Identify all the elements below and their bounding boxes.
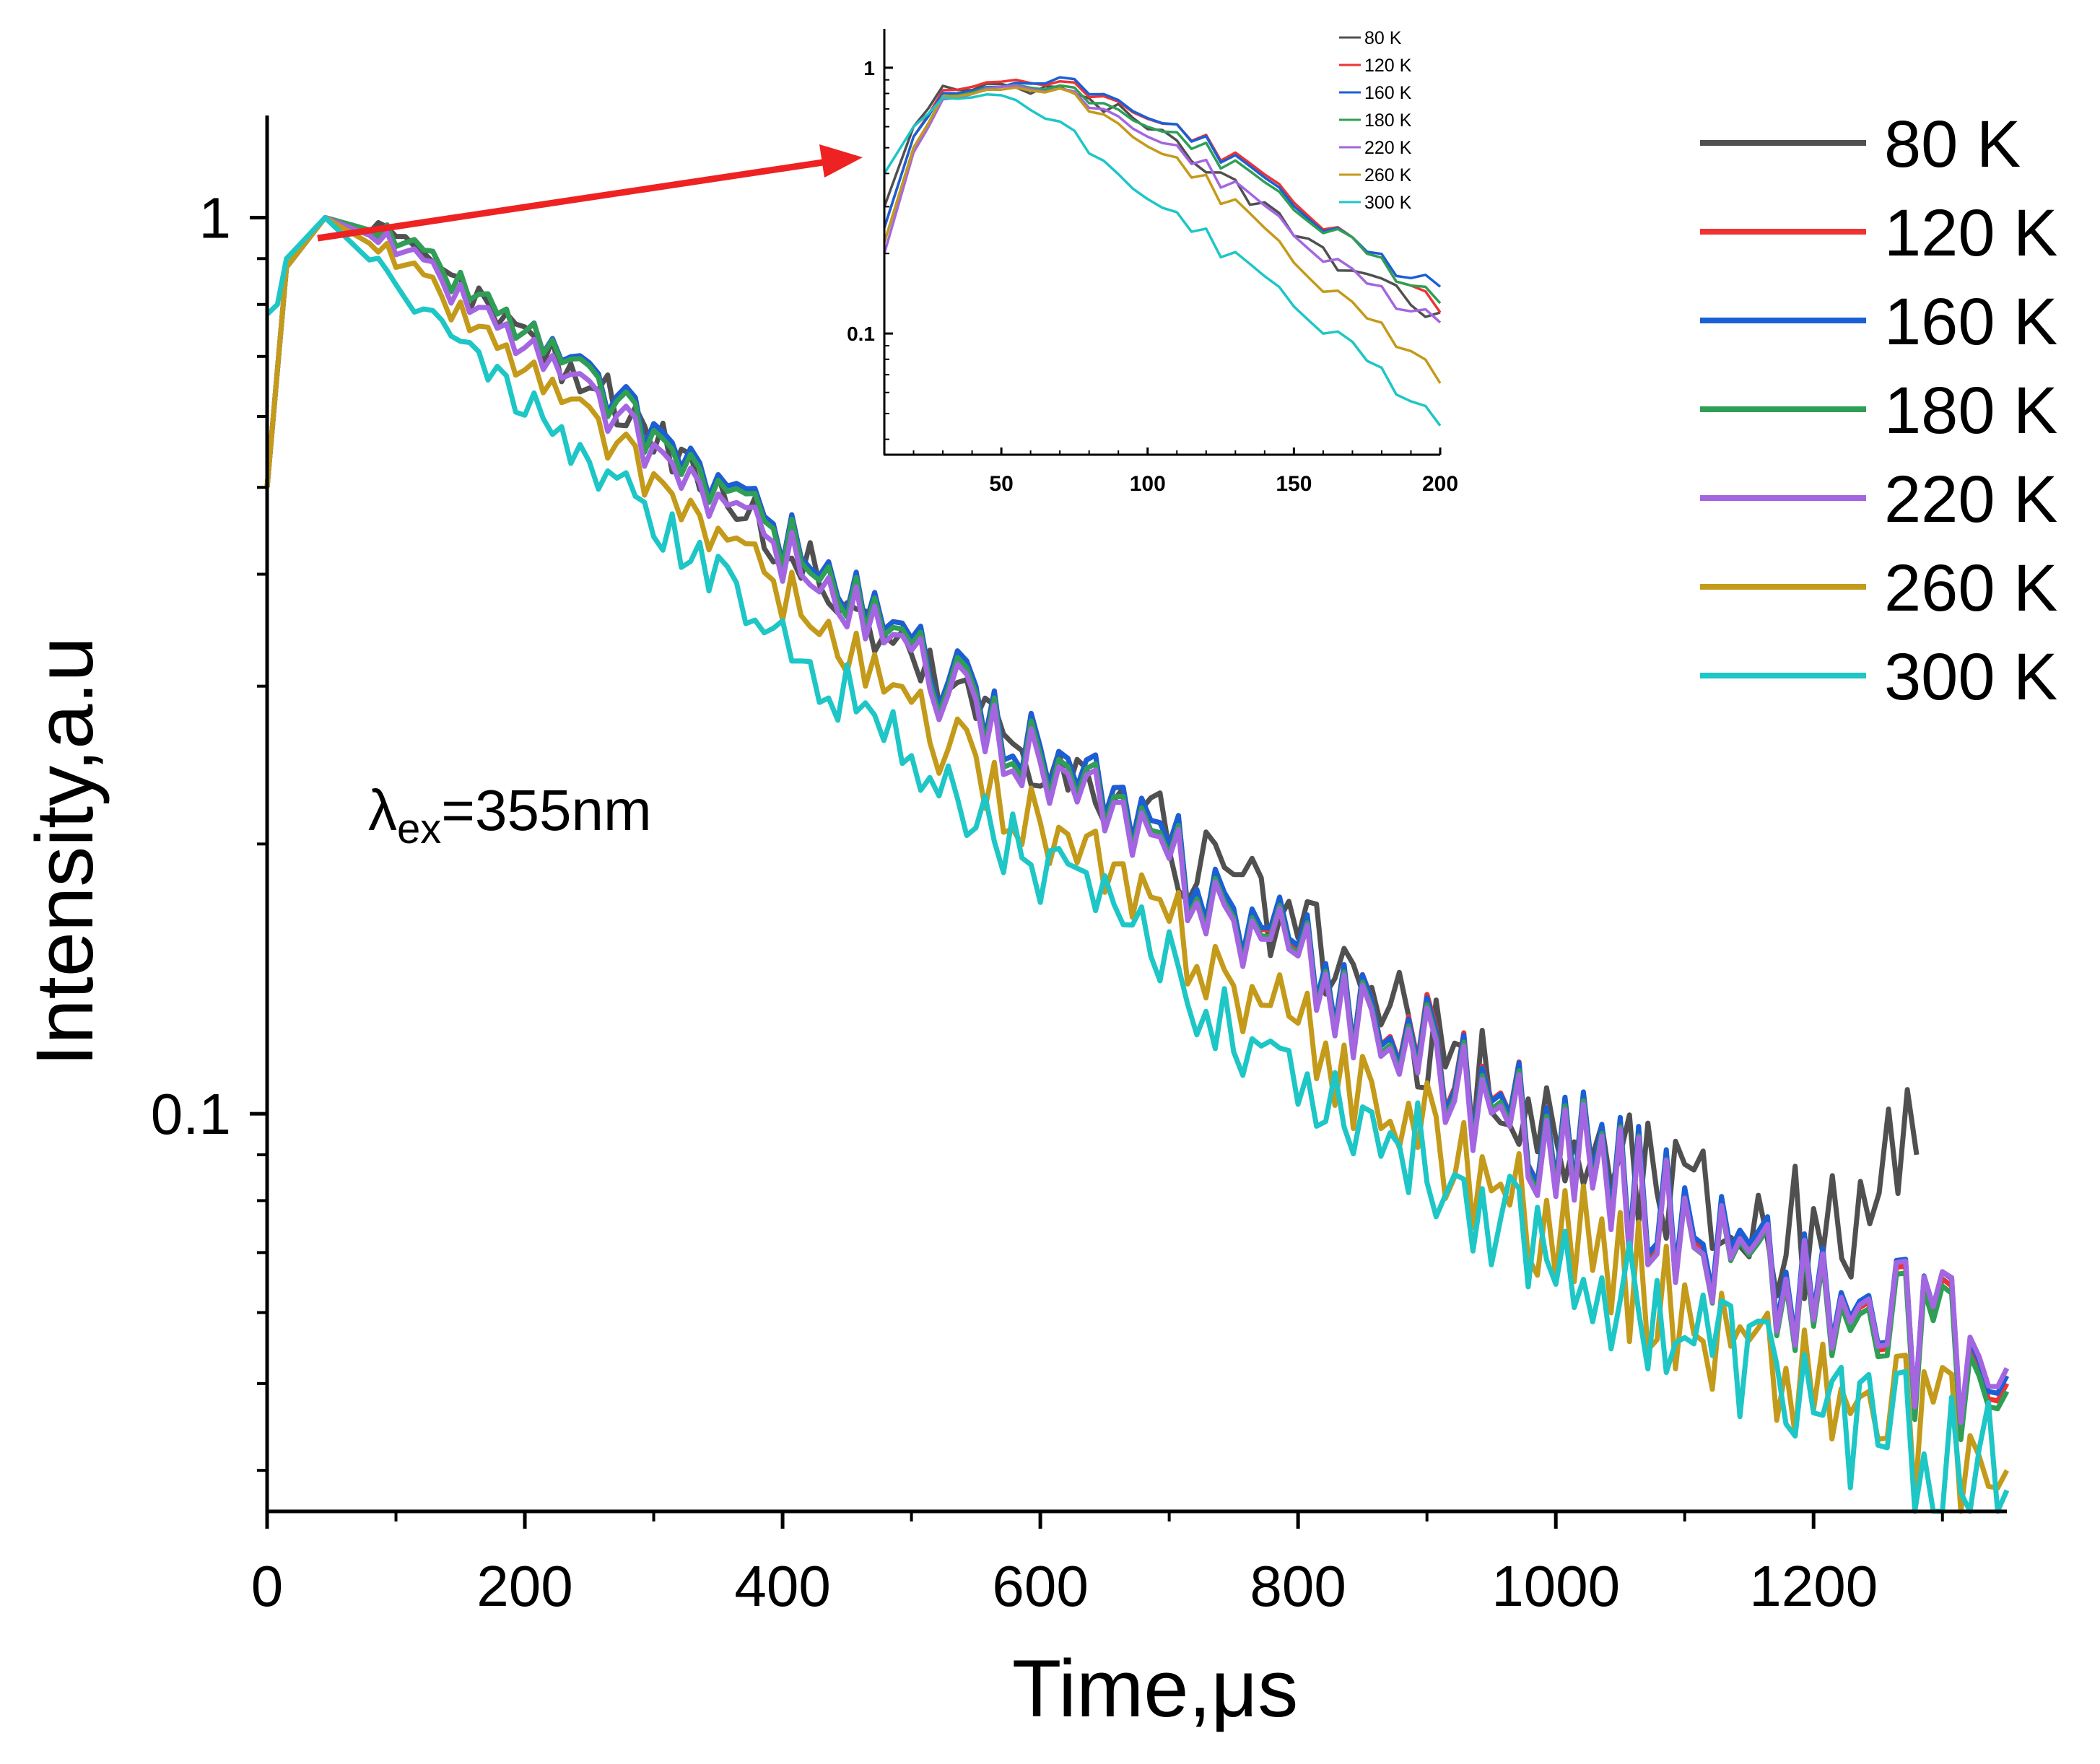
inset-legend-label: 120 K <box>1364 56 1412 76</box>
inset-legend-label: 80 K <box>1364 28 1402 48</box>
inset-series-line-120k <box>883 78 1442 313</box>
inset-legend-label: 260 K <box>1364 165 1412 185</box>
main-legend-label: 80 K <box>1884 108 2021 181</box>
inset-series-line-80k <box>883 82 1441 318</box>
main-x-ticks: 0 200 400 600 800 1000 1200 <box>251 1511 1944 1618</box>
inset-y-ticks: 0.11 <box>847 57 893 440</box>
excitation-annotation: λex=355nm <box>368 778 652 852</box>
y-axis-label: Intensity,a.u <box>19 637 110 1067</box>
main-x-tick-label: 200 <box>476 1554 572 1618</box>
main-legend-label: 180 K <box>1884 374 2057 447</box>
inset-x-tick-label: 50 <box>989 472 1013 496</box>
inset-x-tick-label: 150 <box>1276 472 1312 496</box>
main-series-line-220k <box>264 215 2010 1425</box>
main-legend: 80 K 120 K 160 K 180 K 220 K 260 K 300 K <box>1700 108 2057 714</box>
main-x-tick-label: 400 <box>734 1554 830 1618</box>
x-axis-label: Time,μs <box>1012 1643 1298 1734</box>
inset-legend: 80 K 120 K 160 K 180 K 220 K 260 K 300 K <box>1339 28 1412 213</box>
main-legend-label: 220 K <box>1884 463 2057 536</box>
main-x-tick-label: 600 <box>992 1554 1088 1618</box>
main-legend-label: 120 K <box>1884 196 2057 270</box>
inset-y-tick-label: 0.1 <box>847 323 875 345</box>
main-series-group <box>264 215 2010 1514</box>
inset-legend-label: 180 K <box>1364 110 1412 131</box>
main-x-tick-label: 1200 <box>1749 1554 1878 1618</box>
main-y-ticks: 0.11 <box>151 185 267 1472</box>
main-x-tick-label: 0 <box>251 1554 284 1618</box>
inset-legend-label: 160 K <box>1364 83 1412 103</box>
inset-series-group <box>883 76 1442 427</box>
main-legend-label: 300 K <box>1884 640 2057 714</box>
inset-series-line-260k <box>883 86 1442 384</box>
main-series-line-300k <box>265 215 2010 1514</box>
main-x-tick-label: 1000 <box>1491 1554 1620 1618</box>
inset-x-tick-label: 200 <box>1422 472 1458 496</box>
main-axes <box>265 115 2007 1514</box>
inset-x-tick-label: 100 <box>1130 472 1166 496</box>
annotation-value: =355nm <box>441 778 651 842</box>
inset-legend-label: 220 K <box>1364 138 1412 158</box>
main-legend-label: 260 K <box>1884 551 2057 625</box>
main-x-tick-label: 800 <box>1250 1554 1346 1618</box>
inset-series-line-220k <box>883 84 1442 324</box>
main-y-tick-label: 0.1 <box>151 1082 231 1146</box>
zoom-arrow <box>317 144 863 242</box>
inset-legend-label: 300 K <box>1364 193 1412 213</box>
inset-y-tick-label: 1 <box>863 57 875 79</box>
inset-x-ticks: 50 100 150 200 <box>912 447 1458 496</box>
inset-series-line-160k <box>883 76 1442 288</box>
main-y-tick-label: 1 <box>199 185 232 250</box>
inset-series-line-300k <box>883 93 1442 427</box>
lambda-symbol: λ <box>368 778 397 842</box>
main-legend-label: 160 K <box>1884 285 2057 359</box>
lambda-subscript: ex <box>397 805 441 852</box>
inset-axes <box>883 29 1440 456</box>
